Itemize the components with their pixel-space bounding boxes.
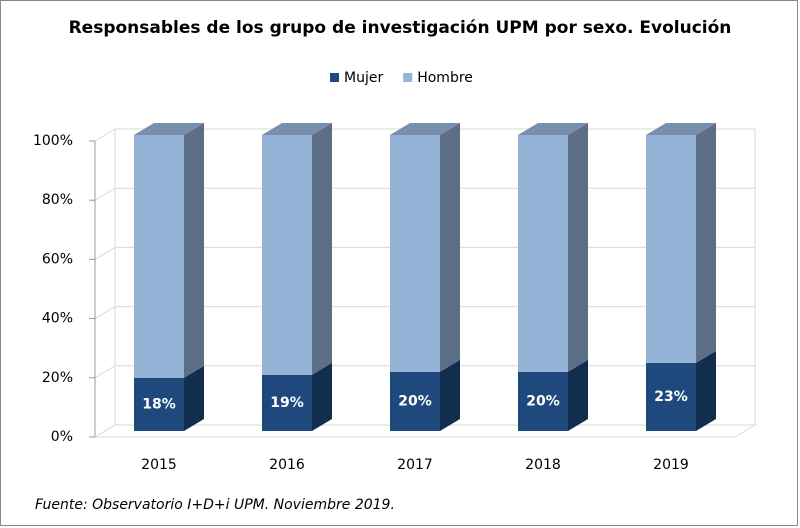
bar-side: [696, 123, 716, 363]
legend-swatch: [403, 73, 413, 82]
value-label: 19%: [270, 395, 304, 411]
bar-top: [134, 123, 204, 135]
bar: [518, 135, 568, 372]
legend-label: Hombre: [417, 70, 473, 86]
y-tick-label: 40%: [42, 311, 73, 327]
bar-side: [568, 359, 588, 431]
bar-side: [696, 350, 716, 431]
value-label: 23%: [654, 389, 688, 405]
y-tick-label: 60%: [42, 251, 73, 267]
bar-top: [646, 123, 716, 135]
bar-side: [440, 359, 460, 431]
x-tick-label: 2019: [653, 457, 689, 473]
bar-side: [312, 362, 332, 431]
y-tick-label: 0%: [51, 429, 73, 445]
value-label: 20%: [526, 393, 560, 409]
chart-title: Responsables de los grupo de investigaci…: [69, 18, 732, 38]
bar-top: [390, 123, 460, 135]
bar: [646, 362, 696, 431]
x-tick-label: 2015: [141, 457, 177, 473]
x-tick-label: 2018: [525, 457, 561, 473]
bar: [262, 135, 312, 375]
x-tick-label: 2016: [269, 457, 305, 473]
bar-side: [184, 123, 204, 378]
bar-side: [312, 123, 332, 375]
y-tick-label: 20%: [42, 370, 73, 386]
value-label: 18%: [142, 396, 176, 412]
bar: [390, 135, 440, 372]
bar: [646, 135, 696, 363]
bar-top: [518, 123, 588, 135]
bar-side: [184, 365, 204, 431]
bar: [390, 371, 440, 431]
bar: [134, 135, 184, 378]
x-tick-label: 2017: [397, 457, 433, 473]
legend-swatch: [330, 73, 339, 82]
y-tick-label: 100%: [33, 133, 73, 149]
bar-side: [568, 123, 588, 372]
bar: [262, 374, 312, 431]
y-tick-label: 80%: [42, 192, 73, 208]
value-label: 20%: [398, 393, 432, 409]
source-note: Fuente: Observatorio I+D+i UPM. Noviembr…: [35, 497, 395, 513]
bar-side: [440, 123, 460, 372]
bar: [518, 371, 568, 431]
bar: [134, 377, 184, 431]
bar-top: [262, 123, 332, 135]
legend-label: Mujer: [344, 70, 383, 86]
